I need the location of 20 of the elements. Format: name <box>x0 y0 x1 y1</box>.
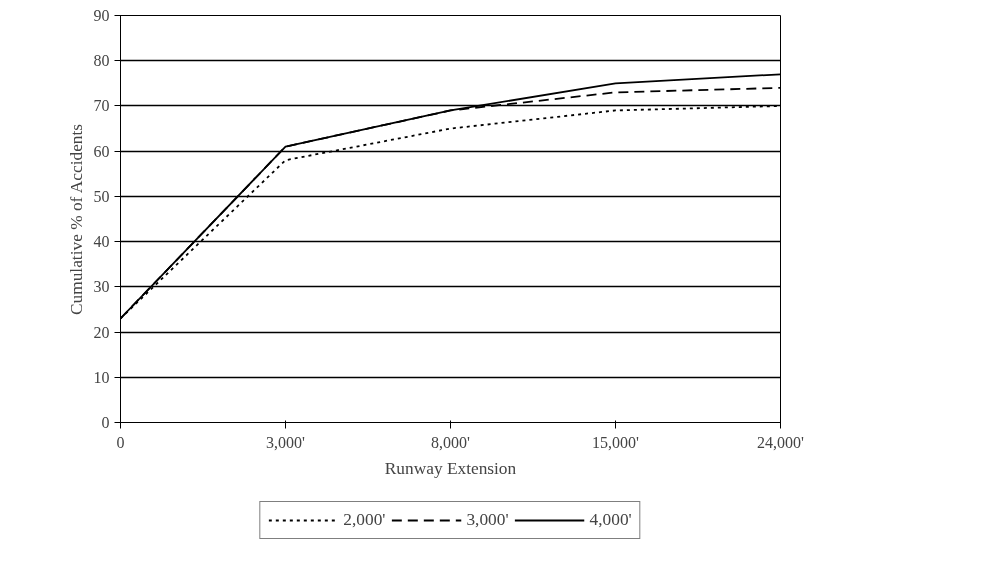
x-tick-label: 3,000' <box>266 433 306 451</box>
y-tick-label: 70 <box>93 97 110 115</box>
y-tick-label: 40 <box>93 233 110 251</box>
y-tick-label: 50 <box>93 187 110 205</box>
x-tick-label: 24,000' <box>757 433 805 451</box>
y-tick-label: 90 <box>93 7 110 24</box>
x-axis-title: Runway Extension <box>384 458 517 478</box>
legend-label: 2,000' <box>343 510 386 530</box>
legend-label: 3,000' <box>466 510 509 530</box>
y-tick-label: 80 <box>93 52 110 70</box>
y-tick-label: 0 <box>101 414 110 431</box>
y-tick-label: 10 <box>93 368 110 386</box>
y-axis-title: Cumulative % of Accidents <box>66 123 86 315</box>
x-tick-label: 8,000' <box>431 433 471 451</box>
x-tick-label: 15,000' <box>592 433 640 451</box>
y-tick-label: 60 <box>93 142 110 160</box>
x-tick-label: 0 <box>116 433 125 451</box>
y-tick-label: 20 <box>93 323 110 341</box>
legend-label: 4,000' <box>589 510 632 530</box>
y-tick-label: 30 <box>93 278 110 296</box>
